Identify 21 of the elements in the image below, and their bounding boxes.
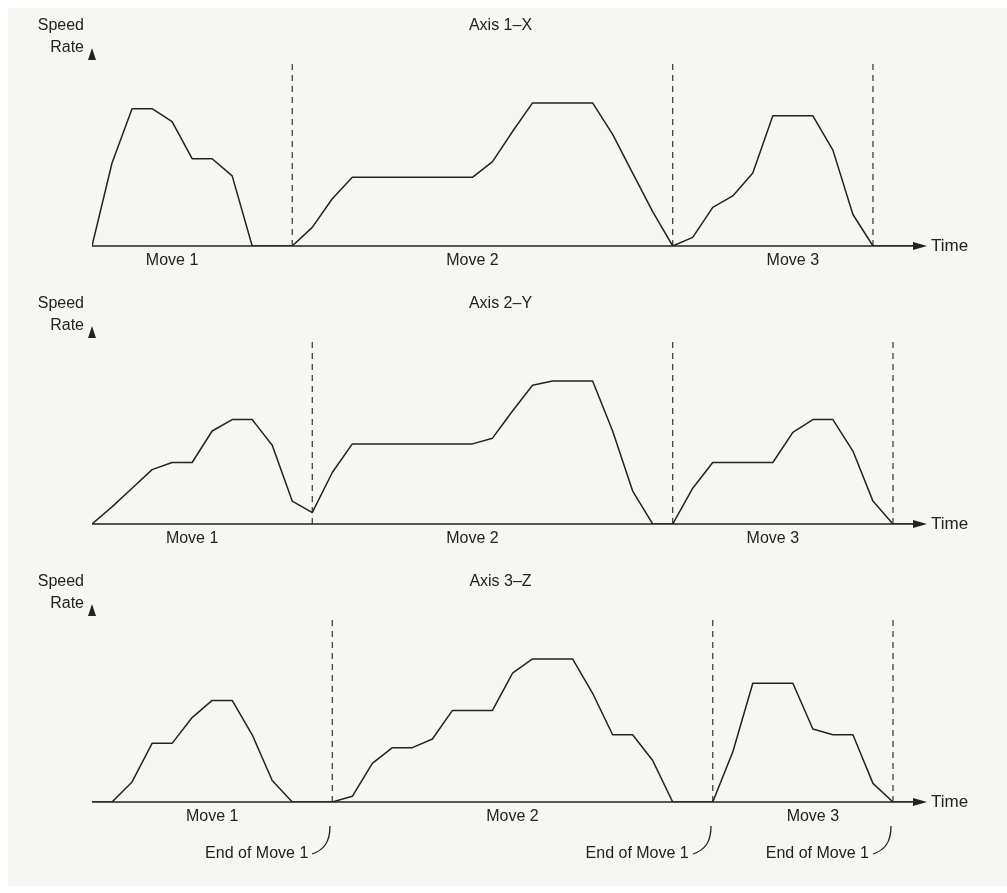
x-axis-title: Time [931, 514, 969, 534]
x-axis-title: Time [931, 236, 969, 256]
x-tick-label: Move 2 [446, 529, 499, 547]
text: End of Move 1 [584, 844, 689, 862]
x-axis-title: Time [931, 792, 969, 812]
x-tick-label: Move 3 [766, 251, 820, 269]
x-tick-label: Move 2 [446, 251, 499, 269]
chart-title: Axis 3–Z [469, 572, 532, 589]
x-tick-label: Move 1 [185, 807, 239, 825]
chart-title: Axis 2–Y [468, 294, 533, 311]
y-axis-title: Speed Rate [36, 15, 84, 57]
x-tick-label: Move 1 [145, 251, 199, 269]
text: End of Move 1 [204, 844, 309, 862]
chart-title: Axis 1–X [468, 16, 533, 33]
x-tick-label: Move 3 [786, 807, 840, 825]
y-axis-title: Speed Rate [36, 293, 84, 335]
x-tick-label: Move 2 [486, 807, 539, 825]
x-tick-label: Move 3 [746, 529, 800, 547]
y-axis-title: Speed Rate [36, 571, 84, 613]
text: End of Move 1 [764, 844, 869, 862]
x-tick-label: Move 1 [165, 529, 219, 547]
